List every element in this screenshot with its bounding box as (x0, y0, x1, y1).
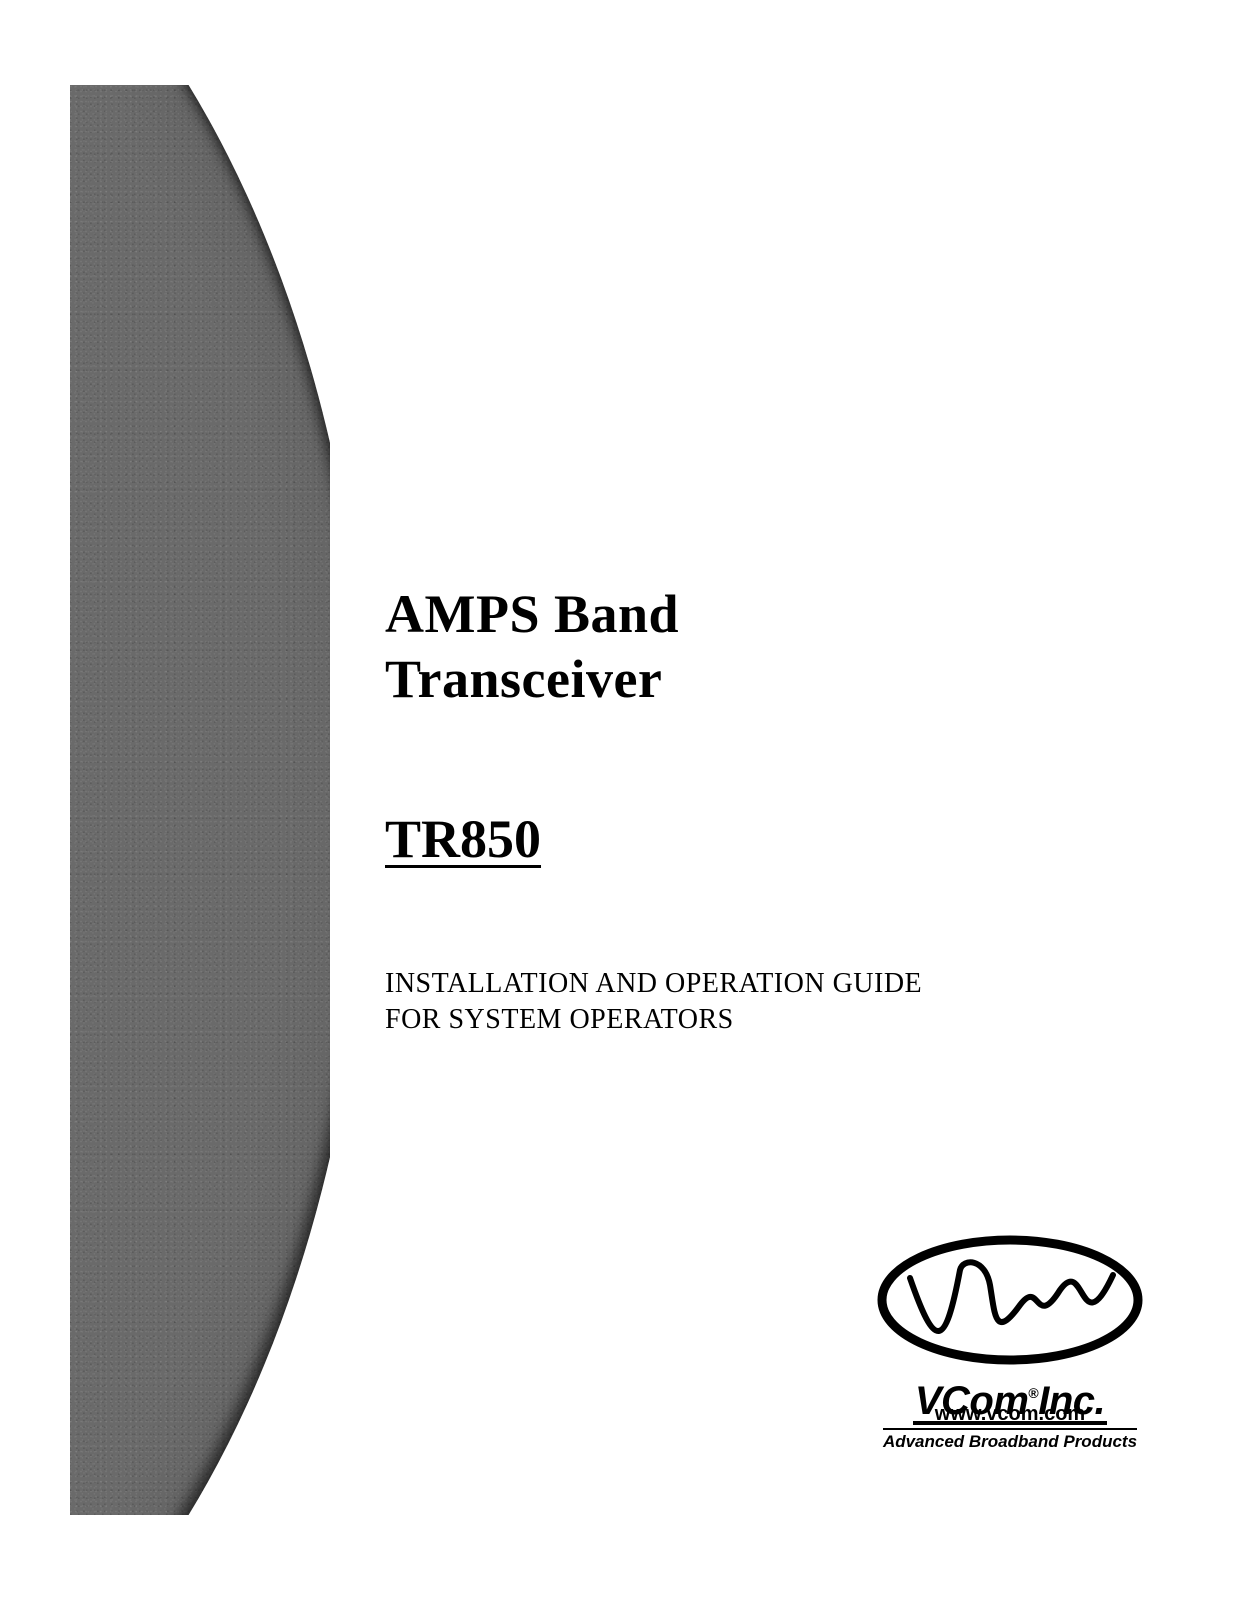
registered-mark: ® (1028, 1385, 1038, 1401)
product-title-line2: Transceiver (385, 648, 662, 710)
subtitle-line1: INSTALLATION AND OPERATION GUIDE (385, 968, 922, 1000)
document-cover-page: AMPS Band Transceiver TR850 INSTALLATION… (0, 0, 1237, 1600)
company-url: www.vcom.com (913, 1403, 1107, 1426)
logo-script-icon (910, 1262, 1113, 1331)
model-number: TR850 (385, 808, 541, 870)
textured-arc (70, 85, 330, 1515)
company-tagline: Advanced Broadband Products (883, 1428, 1137, 1452)
logo-oval-icon (875, 1230, 1145, 1370)
company-name-row: VCom®Inc. www.vcom.com (913, 1381, 1107, 1426)
subtitle-line2: FOR SYSTEM OPERATORS (385, 1004, 734, 1036)
product-title-line1: AMPS Band (385, 583, 679, 645)
company-logo-block: VCom®Inc. www.vcom.com Advanced Broadban… (860, 1230, 1160, 1452)
left-arc-decoration (70, 85, 330, 1515)
